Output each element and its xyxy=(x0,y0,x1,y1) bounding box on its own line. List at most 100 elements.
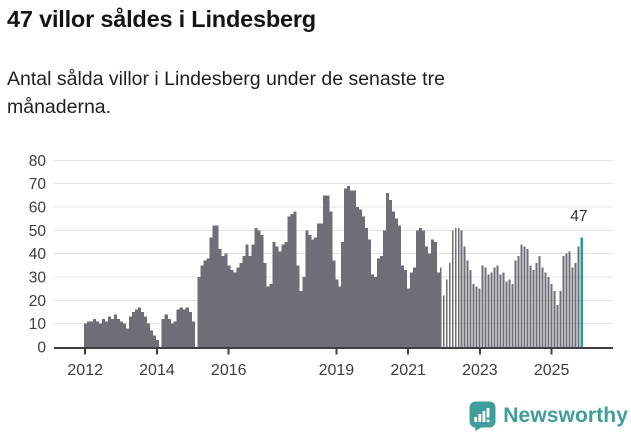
x-tick-mark xyxy=(407,349,410,355)
bar xyxy=(359,209,363,347)
x-tick-mark xyxy=(550,349,553,355)
bar xyxy=(239,263,243,347)
bar xyxy=(164,314,168,347)
bar xyxy=(559,291,562,347)
bar xyxy=(146,323,150,347)
bar xyxy=(487,274,490,347)
bar xyxy=(311,239,315,347)
bar xyxy=(565,253,568,347)
bar xyxy=(520,244,523,347)
bar xyxy=(329,211,333,347)
bar xyxy=(517,256,520,347)
bar xyxy=(448,263,451,347)
bar xyxy=(493,267,496,347)
bar xyxy=(203,260,207,347)
bar xyxy=(409,272,414,347)
bar xyxy=(296,265,300,347)
bar xyxy=(374,277,378,347)
bar xyxy=(475,286,478,347)
bar xyxy=(326,195,330,347)
x-tick-mark xyxy=(478,349,481,355)
highlight-value-label: 47 xyxy=(570,208,587,225)
bar xyxy=(502,272,505,347)
bar xyxy=(206,258,210,347)
bar xyxy=(302,277,306,347)
bar xyxy=(209,237,213,347)
bar xyxy=(122,323,126,347)
bar xyxy=(338,286,342,347)
bar xyxy=(424,246,428,347)
bar xyxy=(95,321,100,347)
bar xyxy=(415,230,419,347)
bar xyxy=(125,328,129,347)
bar xyxy=(418,228,422,347)
x-tick-mark xyxy=(155,349,158,355)
bar xyxy=(221,256,225,347)
bar xyxy=(547,277,550,347)
bar xyxy=(371,274,375,347)
bar xyxy=(332,260,336,347)
x-tick-label: 2014 xyxy=(139,362,175,379)
bar xyxy=(176,309,180,347)
y-tick-label: 50 xyxy=(29,223,47,240)
bar xyxy=(320,223,324,347)
y-tick-label: 20 xyxy=(29,293,47,310)
bar xyxy=(149,330,153,347)
bar xyxy=(553,291,556,347)
x-tick-label: 2025 xyxy=(534,362,570,379)
bar xyxy=(299,291,303,347)
bar xyxy=(185,307,189,347)
bar xyxy=(173,321,177,347)
bar xyxy=(293,211,297,347)
bar xyxy=(397,225,402,347)
bar xyxy=(98,323,103,347)
bar xyxy=(242,256,246,347)
newsworthy-brand[interactable]: Newsworthy xyxy=(469,399,628,433)
bar xyxy=(137,307,141,347)
bar xyxy=(84,323,88,347)
bar xyxy=(200,265,204,347)
x-axis-line xyxy=(54,347,613,350)
x-tick-label: 2019 xyxy=(319,362,355,379)
bar xyxy=(362,216,366,347)
bar xyxy=(92,319,97,347)
bar xyxy=(385,193,390,347)
bar xyxy=(481,265,484,347)
x-tick-label: 2021 xyxy=(390,362,426,379)
x-tick-label: 2023 xyxy=(462,362,498,379)
bar xyxy=(113,314,118,347)
bar xyxy=(278,251,282,347)
bar xyxy=(350,190,354,347)
bar xyxy=(556,305,559,347)
bar xyxy=(227,265,231,347)
bar xyxy=(368,239,372,347)
bar xyxy=(134,309,138,347)
bar xyxy=(523,246,526,347)
bar xyxy=(131,312,135,347)
bar xyxy=(442,295,445,347)
bar xyxy=(496,265,499,347)
bar xyxy=(436,272,440,347)
y-tick-label: 30 xyxy=(29,270,47,287)
bar xyxy=(454,228,457,347)
bar xyxy=(383,230,387,347)
y-tick-label: 0 xyxy=(37,340,46,357)
bar xyxy=(182,309,186,347)
bar xyxy=(248,256,252,347)
bar xyxy=(104,321,109,347)
bar xyxy=(541,267,544,347)
bar xyxy=(490,272,493,347)
bar xyxy=(353,190,357,347)
bar xyxy=(377,258,381,347)
bar xyxy=(323,195,327,347)
y-tick-label: 10 xyxy=(29,316,47,333)
bar xyxy=(499,274,502,347)
bar xyxy=(577,246,580,347)
bar xyxy=(110,319,115,347)
bar xyxy=(188,312,192,347)
bar xyxy=(119,321,123,347)
bar xyxy=(230,270,234,347)
bar xyxy=(89,321,94,347)
bar xyxy=(287,216,291,347)
y-tick-label: 80 xyxy=(29,153,47,170)
